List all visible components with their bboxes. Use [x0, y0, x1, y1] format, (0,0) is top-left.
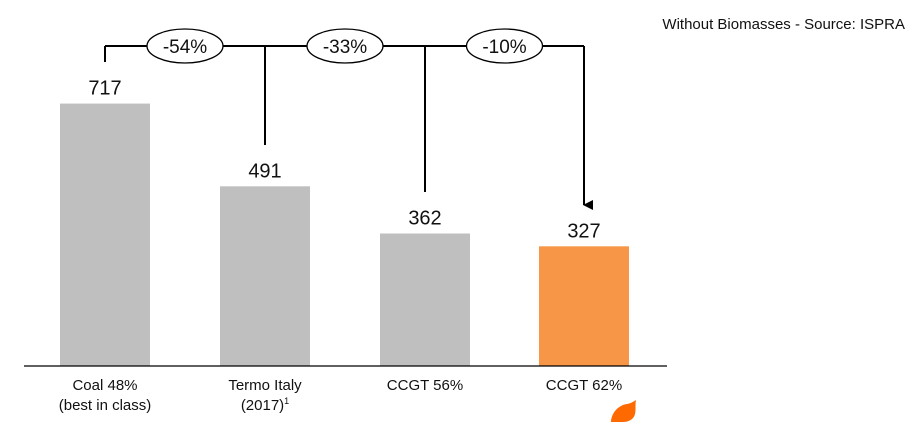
change-label-0: -54%: [163, 37, 207, 58]
change-badge-0: [146, 28, 224, 64]
x-tick-line1: Termo Italy: [228, 377, 302, 394]
change-label-1: -33%: [323, 37, 367, 58]
bar-3: [539, 246, 629, 366]
bar-1: [220, 186, 310, 366]
x-tick-label-2: CCGT 56%: [355, 376, 495, 396]
bar-value-label-0: 717: [88, 78, 121, 100]
brand-logo-icon: [611, 400, 636, 422]
bar-value-label-1: 491: [248, 160, 281, 182]
x-tick-line1: CCGT 56%: [386, 377, 464, 394]
change-label-2: -10%: [482, 37, 526, 58]
x-tick-line2: (best in class): [58, 397, 152, 414]
change-badge-2: [465, 28, 544, 64]
bar-0: [60, 103, 150, 366]
x-tick-label-1: Termo Italy (2017)1: [195, 376, 335, 416]
x-tick-label-3: CCGT 62%: [514, 376, 654, 396]
x-tick-line1: Coal 48%: [72, 377, 138, 394]
bar-value-label-2: 362: [408, 208, 441, 230]
source-note: Without Biomasses - Source: ISPRA: [662, 16, 905, 33]
x-tick-label-0: Coal 48% (best in class): [35, 376, 175, 416]
x-tick-line1: CCGT 62%: [545, 377, 623, 394]
footnote-marker: 1: [284, 396, 290, 406]
change-badge-1: [306, 28, 384, 64]
bar-2: [380, 233, 470, 366]
bar-value-label-3: 327: [567, 220, 600, 242]
x-tick-line2: (2017)1: [240, 396, 290, 415]
